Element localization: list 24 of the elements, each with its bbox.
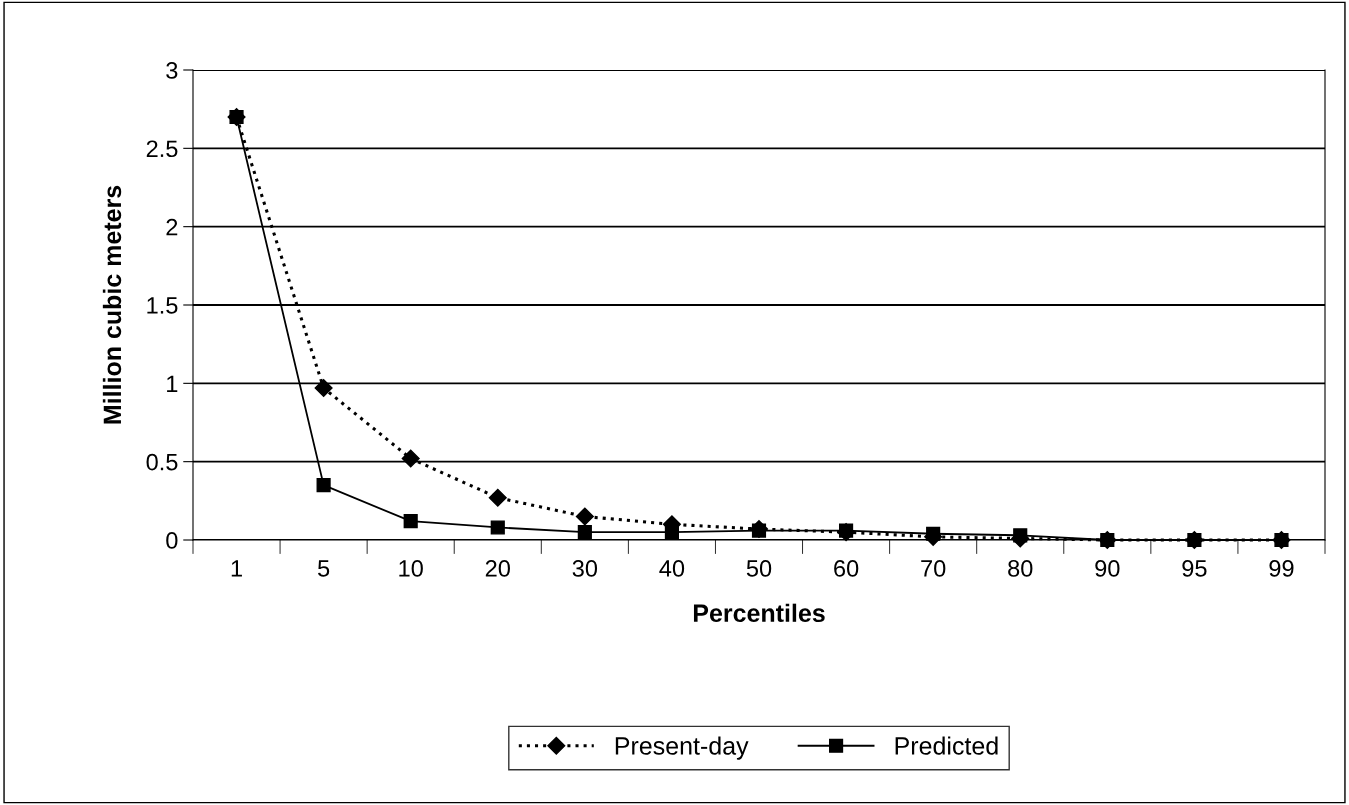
y-tick-label: 2	[166, 218, 178, 236]
x-tick-label: 40	[659, 560, 685, 577]
x-tick-label: 20	[485, 560, 510, 577]
x-axis-title: Percentiles	[693, 603, 825, 623]
y-tick-label: 1	[167, 375, 178, 392]
legend-label: Predicted	[895, 736, 998, 755]
x-tick-label: 70	[921, 560, 946, 577]
x-tick-label: 90	[1095, 560, 1120, 577]
x-tick-label: 30	[572, 560, 598, 577]
legend-label: Present-day	[615, 736, 749, 760]
x-tick-label: 99	[1269, 560, 1294, 577]
y-tick-label: 0.5	[146, 453, 178, 471]
x-tick-label: 50	[746, 560, 772, 577]
x-tick-label: 80	[1008, 560, 1033, 577]
x-tick-label: 1	[231, 560, 242, 577]
x-tick-label: 5	[317, 560, 330, 577]
y-tick-label: 1.5	[147, 297, 178, 314]
y-tick-label: 3	[166, 62, 178, 79]
y-tick-label: 0	[166, 532, 178, 549]
x-tick-label: 95	[1182, 560, 1207, 577]
x-tick-label: 60	[834, 560, 859, 577]
x-tick-label: 10	[399, 560, 423, 577]
y-axis-title: Million cubic meters	[102, 185, 122, 424]
y-tick-label: 2.5	[146, 140, 178, 158]
